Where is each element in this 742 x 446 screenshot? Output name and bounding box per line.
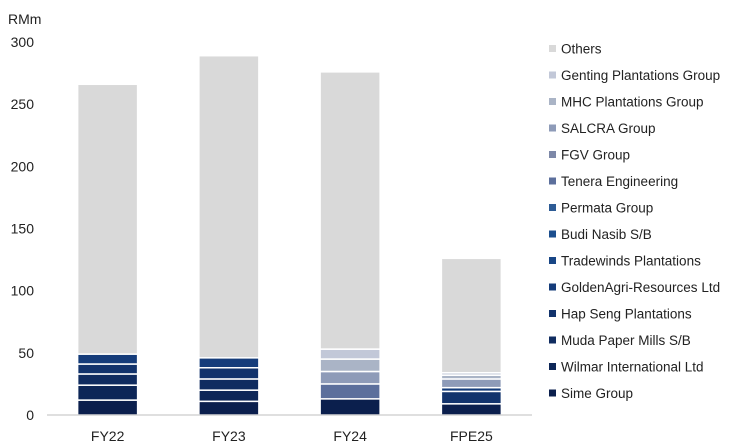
legend-item: GoldenAgri-Resources Ltd [549,280,720,295]
bar-segment [319,71,381,350]
legend-item: MHC Plantations Group [549,95,704,110]
y-tick-label: 50 [18,345,34,361]
bar-segment [198,378,260,391]
legend-label: Permata Group [561,201,653,216]
bar-segment [319,383,381,400]
legend-swatch [549,230,556,238]
bar-segment [76,363,139,375]
legend-label: GoldenAgri-Resources Ltd [561,280,720,295]
bar-segment [440,378,503,389]
legend-label: Wilmar International Ltd [561,360,704,375]
legend-label: Muda Paper Mills S/B [561,333,691,348]
bar-segment [198,367,260,380]
bar-segment [319,370,381,385]
x-tick-label: FY24 [333,428,367,444]
bar-segment [319,358,381,373]
legend-swatch [549,283,556,291]
bar-segment [76,83,139,355]
bar-segment [76,373,139,386]
y-tick-label: 300 [11,34,35,50]
x-tick-label: FPE25 [450,428,493,444]
y-tick-label: 100 [11,283,35,299]
legend-label: SALCRA Group [561,121,656,136]
legend-label: FGV Group [561,148,630,163]
legend-label: MHC Plantations Group [561,95,704,110]
legend-swatch [549,204,556,211]
legend-label: Tradewinds Plantations [561,254,701,269]
bar-segment [440,390,503,405]
legend-item: Hap Seng Plantations [549,307,692,322]
legend-label: Tenera Engineering [561,174,678,189]
bar-segment [319,348,381,360]
x-tick-label: FY22 [91,428,125,444]
bar-segment [440,403,503,416]
legend-swatch [549,177,556,185]
bar-segment [76,384,139,401]
legend-item: Muda Paper Mills S/B [549,333,691,348]
legend-label: Genting Plantations Group [561,68,720,83]
bar-segment [198,400,260,416]
legend-label: Others [561,42,602,57]
legend-item: Genting Plantations Group [549,68,720,83]
legend-swatch [549,98,556,105]
legend-swatch [549,257,556,264]
legend-swatch [549,389,556,397]
bar-segment [198,357,260,369]
y-tick-label: 200 [11,158,35,174]
bar-segment [440,257,503,374]
legend-item: Wilmar International Ltd [549,360,704,375]
x-tick-label: FY23 [212,428,246,444]
legend-label: Sime Group [561,386,633,401]
legend-item: Budi Nasib S/B [549,227,652,242]
bar-segment [76,353,139,365]
legend-item: Others [549,42,602,57]
legend-item: Sime Group [549,386,633,401]
legend-swatch [549,71,556,79]
y-tick-label: 0 [26,407,34,423]
legend-swatch [549,45,556,52]
legend-swatch [549,310,556,317]
legend-swatch [549,124,556,132]
bar-segment [198,54,260,359]
y-axis-ticks: 0 50 100 150 200 250 300 [11,34,35,423]
y-tick-label: 250 [11,96,35,112]
y-tick-label: 150 [11,221,35,237]
legend-swatch [549,151,556,158]
bar-segment [198,389,260,403]
bars [76,54,503,416]
legend-label: Budi Nasib S/B [561,227,652,242]
legend-label: Hap Seng Plantations [561,307,692,322]
legend-swatch [549,363,556,370]
legend-item: SALCRA Group [549,121,656,136]
legend: Others Genting Plantations Group MHC Plant… [549,42,720,401]
x-axis-ticks: FY22 FY23 FY24 FPE25 [91,428,493,444]
legend-item: Permata Group [549,201,653,216]
legend-swatch [549,336,556,344]
bar-segment [319,398,381,416]
legend-item: Tenera Engineering [549,174,678,189]
y-axis-unit-label: RMm [8,11,41,27]
bar-segment [76,399,139,416]
legend-item: Tradewinds Plantations [549,254,701,269]
legend-item: FGV Group [549,148,630,163]
